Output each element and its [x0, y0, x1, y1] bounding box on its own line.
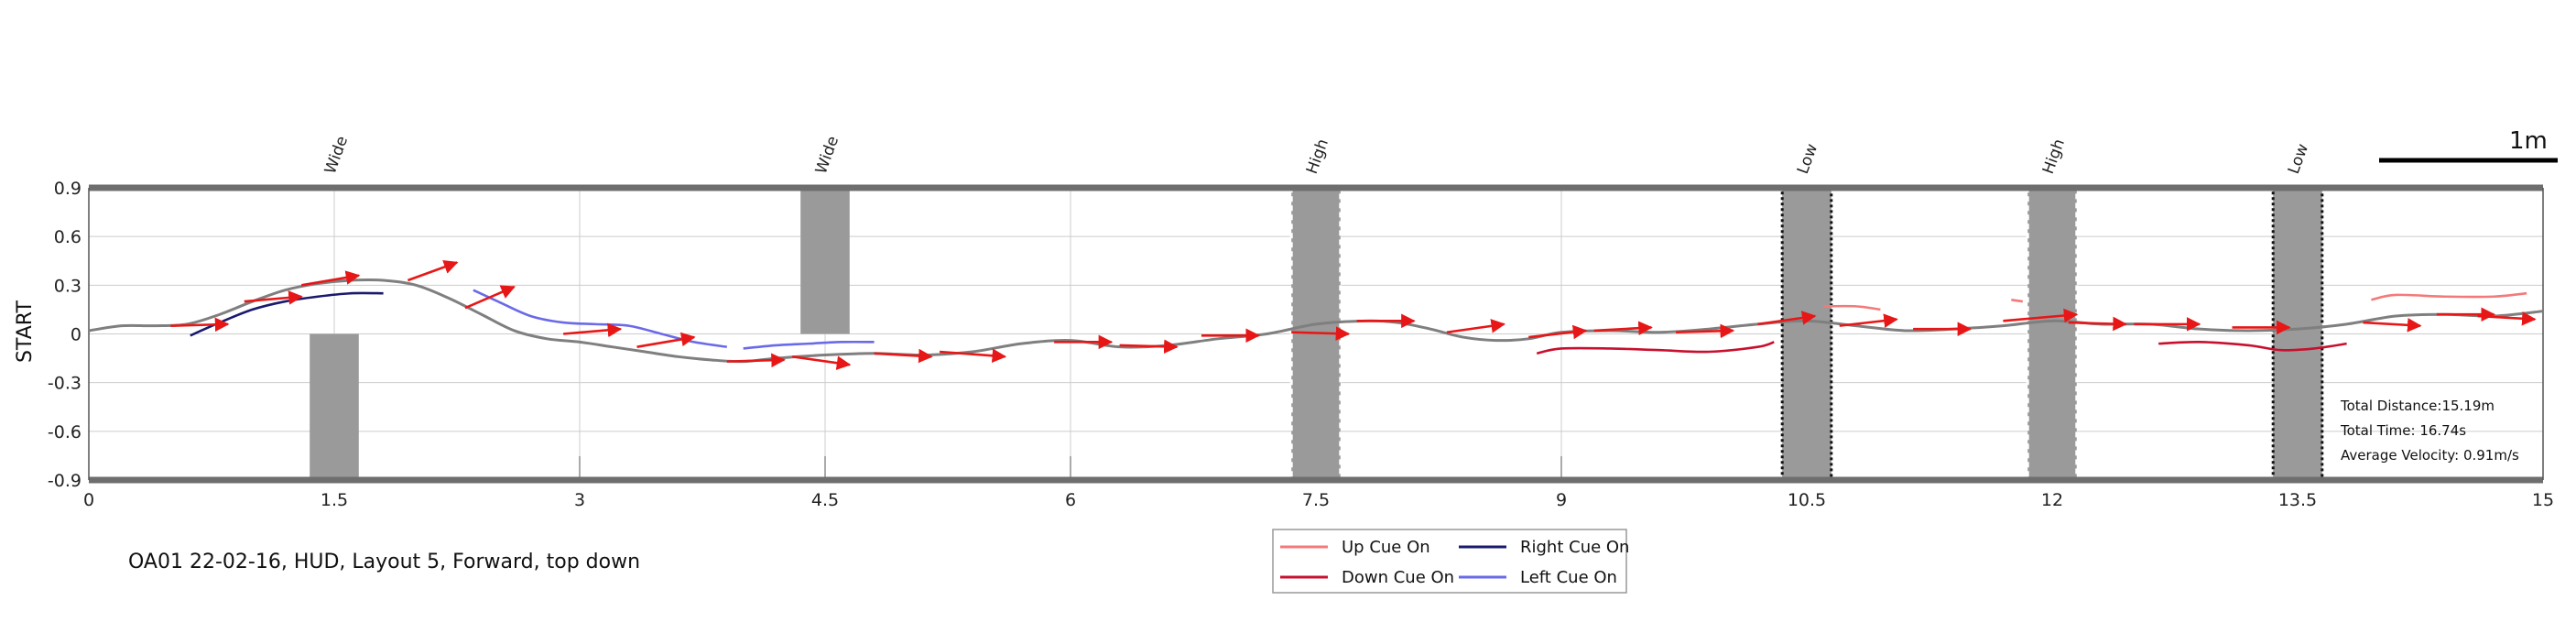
heading-arrow	[464, 285, 516, 310]
stat-average-velocity: Average Velocity: 0.91m/s	[2341, 447, 2519, 464]
heading-arrow	[2477, 311, 2537, 326]
x-tick-label: 7.5	[1302, 490, 1330, 510]
heading-arrow	[1446, 319, 1506, 334]
obstacle-high	[2026, 186, 2079, 482]
heading-arrow	[2363, 318, 2422, 333]
stat-total-time: Total Time: 16.74s	[2340, 422, 2466, 439]
legend-item-down-cue: Down Cue On	[1280, 568, 1454, 587]
plot-border	[88, 184, 2544, 484]
series-left-cue-on	[743, 340, 875, 350]
x-tick-label: 1.5	[321, 490, 348, 510]
series-up-cue-on	[2371, 291, 2527, 301]
y-tick-label: -0.3	[48, 374, 82, 394]
y-tick-label: 0.6	[54, 227, 82, 247]
heading-arrow	[874, 348, 933, 364]
x-tick-label: 4.5	[811, 490, 839, 510]
obstacle-label: Low	[1794, 141, 1821, 176]
heading-arrow	[726, 353, 786, 368]
axes: 0 1.5 3 4.5 6 7.5 9 10.5 12 13.5 15 0.9 0.6 0.3 0 -0.3 -…	[48, 179, 2554, 510]
y-tick-label: -0.6	[48, 422, 82, 442]
heading-arrow	[301, 270, 361, 287]
series-up-cue-on	[2011, 298, 2024, 303]
trajectory	[88, 278, 2544, 364]
scale-bar: 1m	[2379, 127, 2558, 163]
heading-arrow	[170, 317, 230, 333]
x-tick-label: 3	[574, 490, 585, 510]
obstacle-label: Low	[2285, 141, 2312, 176]
heading-arrow	[563, 322, 623, 338]
obstacle-wide	[310, 333, 359, 480]
obstacle-label: High	[2039, 136, 2069, 177]
heading-arrow	[2003, 308, 2079, 323]
heading-arrow	[244, 290, 303, 305]
series-up-cue-on	[1822, 304, 1881, 311]
heading-arrow	[1839, 313, 1898, 328]
series-down-cue-on	[1536, 341, 1775, 355]
stats-box: Total Distance:15.19m Total Time: 16.74s…	[2340, 398, 2519, 464]
stat-total-distance: Total Distance:15.19m	[2340, 398, 2494, 414]
heading-arrow	[1119, 339, 1179, 355]
chart-title: OA01 22-02-16, HUD, Layout 5, Forward, t…	[128, 551, 640, 573]
obstacle-label: Wide	[321, 134, 352, 177]
y-tick-label: 0.3	[54, 276, 82, 296]
obstacle-label: High	[1303, 136, 1332, 177]
trajectory-line	[88, 278, 2544, 364]
series-down-cue-on	[2158, 341, 2347, 352]
x-tick-label: 15	[2532, 490, 2554, 510]
heading-arrow	[939, 348, 1007, 364]
obstacle-wide	[800, 188, 850, 334]
heading-arrow	[1593, 321, 1653, 335]
legend-item-up-cue: Up Cue On	[1280, 538, 1430, 557]
scale-bar-label: 1m	[2509, 127, 2548, 155]
y-axis-label: START	[14, 300, 37, 363]
heading-arrow	[1528, 324, 1588, 340]
x-tick-label: 12	[2041, 490, 2063, 510]
y-tick-label: 0	[71, 325, 82, 345]
x-tick-label: 10.5	[1788, 490, 1826, 510]
legend-label-up-cue: Up Cue On	[1342, 538, 1430, 557]
legend: Up Cue On Right Cue On Down Cue On Left …	[1272, 529, 1629, 594]
heading-arrow	[2068, 316, 2127, 332]
obstacle-low	[1780, 186, 1833, 482]
x-tick-label: 6	[1065, 490, 1076, 510]
legend-item-right-cue: Right Cue On	[1459, 538, 1629, 557]
heading-arrow	[1676, 323, 1735, 339]
heading-arrows	[170, 259, 2537, 370]
y-tick-label: -0.9	[48, 471, 82, 491]
y-tick-label: 0.9	[54, 179, 82, 199]
heading-arrow	[1291, 326, 1351, 341]
legend-item-left-cue: Left Cue On	[1459, 568, 1617, 587]
heading-arrow	[636, 332, 696, 348]
heading-arrow	[1757, 311, 1817, 326]
heading-arrow	[792, 355, 852, 370]
heading-arrow	[407, 259, 459, 282]
x-tick-label: 0	[83, 490, 94, 510]
legend-label-down-cue: Down Cue On	[1342, 568, 1454, 587]
legend-label-left-cue: Left Cue On	[1520, 568, 1617, 587]
obstacle-low	[2271, 186, 2324, 482]
x-tick-label: 9	[1556, 490, 1567, 510]
x-tick-label: 13.5	[2278, 490, 2317, 510]
legend-label-right-cue: Right Cue On	[1520, 538, 1629, 557]
obstacle-label: Wide	[812, 134, 842, 177]
